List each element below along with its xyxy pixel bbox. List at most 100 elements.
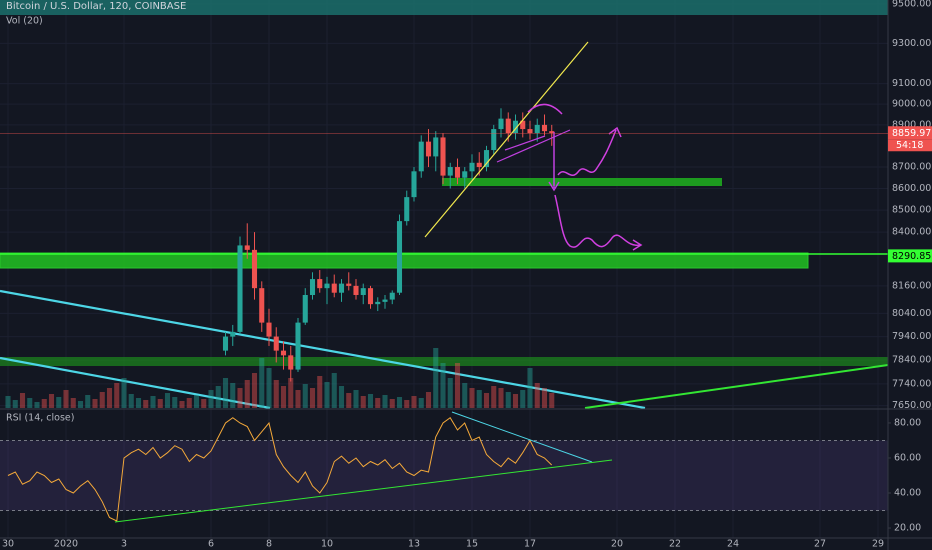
y-tick-label: 7940.00	[892, 331, 931, 342]
volume-bar	[425, 392, 432, 408]
candle-body	[512, 120, 519, 134]
rsi	[7, 416, 553, 522]
volume-bar	[244, 380, 250, 408]
x-tick-label: 8	[266, 539, 272, 550]
volume-bar	[135, 398, 142, 408]
volume-bar	[266, 368, 272, 408]
volume-bar	[527, 368, 533, 408]
x-tick-label: 6	[208, 539, 214, 550]
volume-bar	[70, 398, 76, 408]
candle-body	[411, 171, 417, 198]
volume-label: Vol (20)	[6, 16, 43, 27]
candle-body	[302, 294, 308, 323]
y-tick-label: 9000.00	[892, 99, 931, 110]
candle-body	[273, 336, 279, 351]
candle-body	[331, 283, 337, 293]
x-tick-label: 20	[611, 539, 623, 550]
volume-bar	[353, 390, 359, 408]
volume-bar	[85, 395, 91, 408]
volume-bar	[302, 384, 308, 408]
volume-bar	[150, 396, 156, 408]
path	[554, 194, 641, 248]
trend-line	[451, 411, 593, 463]
y-tick-label: 8900.00	[892, 119, 931, 130]
x-tick-label: 22	[669, 539, 681, 550]
candle-body	[483, 150, 490, 168]
volume-bar	[99, 392, 105, 408]
y-tick-label: 9100.00	[892, 78, 931, 89]
volume-bar	[462, 383, 468, 408]
volume-bar	[447, 378, 453, 408]
candle-body	[498, 118, 504, 130]
volume-bar	[106, 388, 113, 408]
x-tick-label: 13	[408, 539, 420, 550]
candle-body	[288, 355, 294, 370]
volume-bar	[382, 395, 388, 408]
x-tick-label: 15	[466, 539, 478, 550]
volume-bar	[512, 394, 519, 408]
volume-bar	[63, 390, 69, 408]
x-tick-label: 17	[524, 539, 536, 550]
trend-line	[504, 135, 546, 151]
volume-bar	[483, 393, 490, 408]
candle-body	[476, 162, 482, 168]
volume	[5, 348, 555, 408]
y-tick-label: 7740.00	[892, 378, 931, 389]
level-badge	[888, 249, 932, 263]
candle-body	[418, 141, 424, 172]
candle-body	[222, 336, 229, 351]
candle-body	[404, 197, 410, 222]
volume-bar	[324, 382, 330, 408]
x-tick-label: 29	[872, 539, 884, 550]
candle-body	[280, 350, 287, 356]
volume-bar	[5, 396, 11, 408]
volume-bar	[295, 390, 301, 408]
volume-bar	[331, 373, 337, 408]
candle-body	[237, 245, 243, 332]
volume-bar	[34, 402, 40, 408]
y-tick-label: 8160.00	[892, 280, 931, 291]
volume-bar	[92, 399, 98, 408]
candle-body	[527, 129, 533, 134]
volume-bar	[41, 399, 47, 408]
volume-bar	[520, 390, 526, 408]
volume-bar	[121, 378, 127, 408]
volume-bar	[541, 388, 548, 408]
volume-bar	[404, 400, 410, 408]
candle-body	[309, 279, 316, 295]
volume-bar	[237, 388, 243, 408]
volume-bar	[360, 396, 366, 408]
level-label: 8290.85	[892, 251, 931, 262]
candle-body	[338, 283, 345, 293]
candle-body	[447, 167, 453, 176]
volume-bar	[48, 394, 55, 408]
volume-bar	[549, 393, 555, 408]
candle-body	[469, 162, 475, 172]
volume-bar	[338, 386, 345, 408]
candle-body	[259, 288, 265, 323]
volume-bar	[12, 400, 18, 408]
candle-body	[433, 137, 439, 157]
zone	[0, 357, 888, 366]
y-tick-label: 8040.00	[892, 308, 931, 319]
candle-body	[454, 167, 461, 178]
trend-line	[0, 356, 271, 410]
volume-bar	[222, 378, 229, 408]
volume-bar	[375, 398, 381, 408]
volume-bar	[201, 399, 207, 408]
volume-bar	[367, 394, 374, 408]
trend-line	[0, 289, 646, 410]
candle-body	[396, 221, 403, 293]
candle-body	[541, 124, 548, 132]
candle-body	[382, 299, 388, 302]
volume-bar	[309, 388, 316, 408]
volume-bar	[179, 401, 185, 408]
candle-body	[244, 245, 250, 250]
volume-bar	[476, 390, 482, 408]
y-tick-label: 60.00	[894, 452, 921, 463]
countdown-badge	[888, 139, 932, 152]
y-tick-label: 8400.00	[892, 227, 931, 238]
